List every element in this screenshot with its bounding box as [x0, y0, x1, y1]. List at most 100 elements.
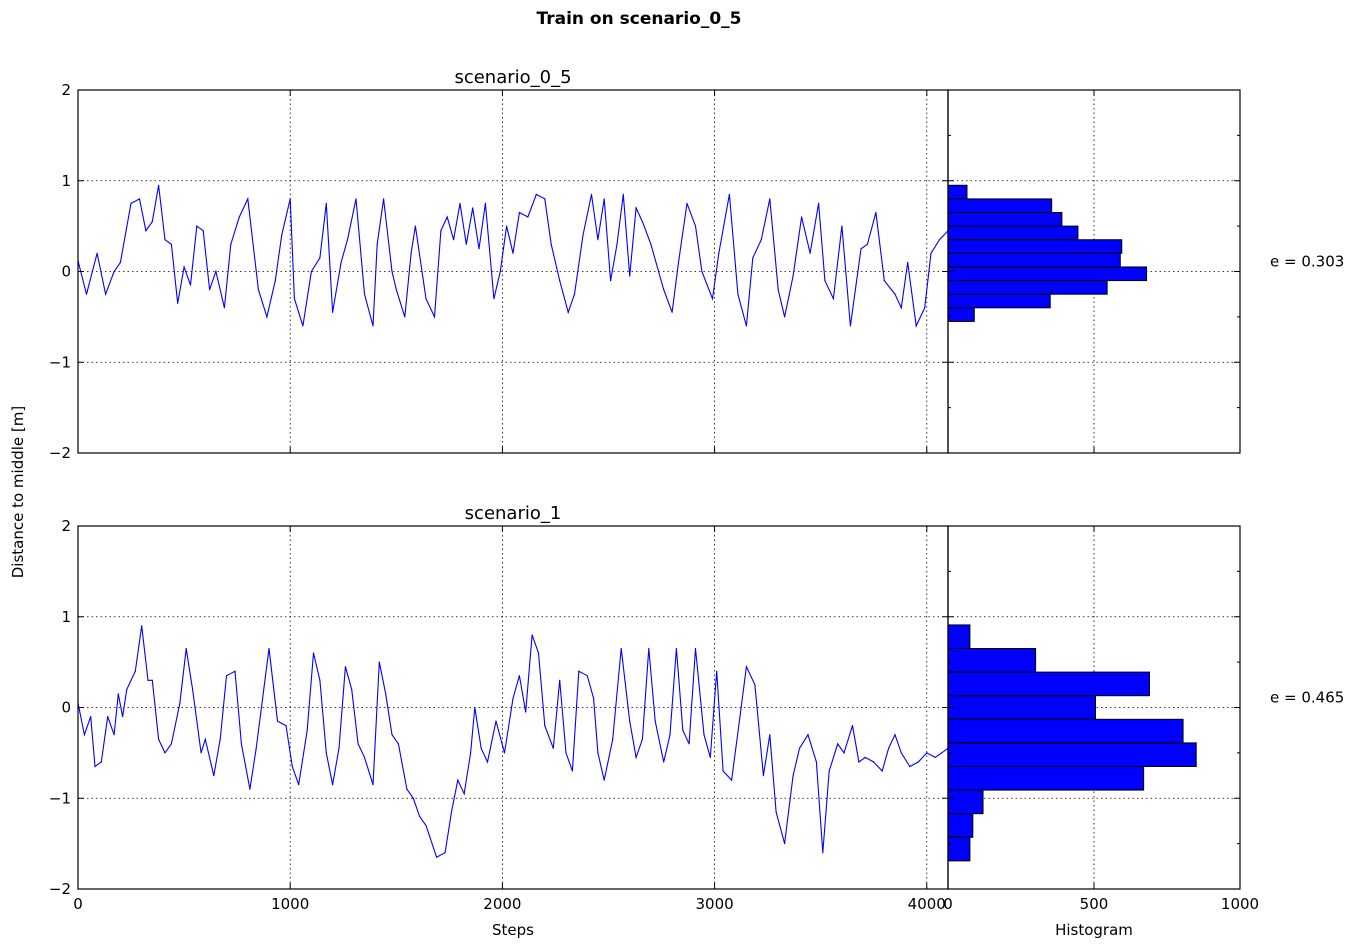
chart-0-data-point: [453, 239, 455, 241]
chart-0-data-point: [590, 193, 593, 195]
chart-0-data-point: [824, 280, 826, 282]
chart-0-data-point: [85, 293, 88, 295]
chart-2-data-point: [620, 647, 622, 650]
chart-0-data-point: [130, 202, 132, 204]
chart-0-data-point: [478, 248, 480, 250]
chart-2-data-point: [807, 734, 809, 736]
chart-2-data-point: [255, 747, 257, 749]
chart-2-data-point: [593, 697, 595, 700]
chart-3-hist-bar: [947, 671, 1150, 697]
chart-2-data-point: [703, 734, 705, 736]
chart-2-data-point: [784, 843, 786, 845]
chart-1-annotation: e = 0.303: [1270, 253, 1344, 271]
chart-0-data-point: [900, 307, 902, 309]
chart-2-data-point: [486, 761, 489, 763]
chart-0-ytick-label: 2: [61, 81, 71, 99]
chart-0-data-point: [616, 243, 618, 245]
chart-1-hist-bar: [947, 307, 975, 322]
chart-2-data-point: [480, 747, 482, 749]
chart-0-data-point: [663, 289, 665, 291]
chart-2-data-point: [552, 747, 554, 749]
chart-2-data-point: [675, 647, 678, 650]
chart-2-data-point: [306, 729, 308, 731]
chart-0-data-point: [257, 289, 259, 291]
chart-2-data-point: [828, 770, 830, 772]
chart-0-data-point: [841, 225, 843, 227]
chart-0-ytick-label: 0: [61, 263, 71, 281]
chart-2-data-point: [654, 720, 656, 722]
chart-2-xtick-label: 4000: [908, 895, 946, 913]
chart-0-data-point: [332, 311, 334, 313]
chart-2-data-point: [291, 765, 293, 768]
chart-0-data-point: [355, 198, 357, 200]
chart-0-ytick-label: 1: [61, 172, 71, 190]
chart-2-data-point: [192, 688, 194, 691]
chart-2-data-point: [873, 761, 875, 763]
chart-2-data-point: [351, 688, 353, 691]
chart-2-data-point: [406, 788, 408, 790]
chart-0-data-point: [915, 325, 917, 327]
chart-3-hist-bar: [947, 813, 974, 838]
chart-0-data-point: [629, 275, 631, 277]
chart-2-xtick-label: 0: [73, 895, 83, 913]
histogram-scenario-1: 0 500 1000 Histogram e = 0.465: [943, 525, 1344, 939]
chart-0-data-point: [230, 243, 232, 245]
chart-2-data-point: [276, 720, 279, 722]
chart-2-data-point: [285, 725, 287, 727]
chart-3-hist-bar: [947, 789, 984, 815]
chart-2-data-point: [612, 738, 614, 740]
chart-0-data-point: [499, 270, 501, 273]
chart-0-data-point: [550, 243, 552, 245]
chart-0-data-point: [465, 243, 467, 245]
chart-2-data-point: [731, 779, 733, 781]
chart-2-data-point: [117, 693, 119, 695]
chart-0-data-point: [792, 275, 794, 277]
chart-2-data-point: [745, 666, 748, 668]
chart-2-data-point: [926, 752, 928, 754]
chart-2-data-point: [94, 765, 96, 768]
chart-2-data-point: [629, 720, 631, 722]
chart-2-data-point: [378, 661, 380, 663]
chart-2-data-point: [709, 756, 711, 759]
chart-0-data-point: [860, 248, 862, 250]
chart-2-data-point: [357, 743, 359, 745]
chart-0-data-point: [281, 234, 283, 236]
chart-2-data-point: [179, 702, 181, 704]
chart-0-data-point: [164, 239, 166, 241]
chart-0-data-point: [582, 234, 584, 236]
chart-0-data-point: [138, 198, 141, 200]
chart-3-hist-bar: [947, 765, 1145, 791]
chart-2-data-point: [843, 752, 845, 754]
histogram-scenario-0-5: e = 0.303: [947, 89, 1344, 454]
chart-2-ytick-label: 0: [61, 699, 71, 717]
chart-0-data-point: [446, 216, 448, 218]
chart-0-data-point: [472, 207, 474, 209]
chart-2-data-point: [822, 852, 824, 854]
chart-2-data-point: [397, 743, 399, 745]
chart-2-data-point: [739, 716, 741, 718]
chart-0-data-point: [777, 289, 779, 291]
chart-0-data-point: [440, 230, 442, 232]
chart-0-data-point: [310, 270, 312, 273]
chart-2-data-point: [126, 688, 128, 691]
chart-2-data-point: [641, 738, 644, 740]
chart-0-data-point: [769, 198, 771, 200]
chart-0-data-point: [745, 325, 748, 327]
chart-0-data-point: [340, 261, 342, 263]
chart-0-data-point: [512, 252, 514, 254]
chart-0-data-point: [151, 221, 153, 223]
chart-2-data-point: [298, 784, 300, 786]
chart-2-data-point: [213, 775, 215, 777]
chart-0-data-point: [728, 193, 731, 195]
chart-2-data-point: [134, 670, 136, 672]
chart-2-xtick-label: 3000: [695, 895, 733, 913]
chart-0-data-point: [274, 280, 276, 282]
chart-0-data-point: [883, 280, 885, 282]
chart-0-data-point: [247, 198, 249, 200]
chart-2-data-point: [503, 752, 506, 754]
chart-2-ytick-label: −1: [49, 789, 71, 807]
chart-0-data-point: [938, 239, 941, 241]
chart-0-data-point: [801, 216, 803, 218]
chart-0-data-point: [603, 198, 605, 200]
chart-3-xtick-label: 0: [943, 895, 953, 913]
